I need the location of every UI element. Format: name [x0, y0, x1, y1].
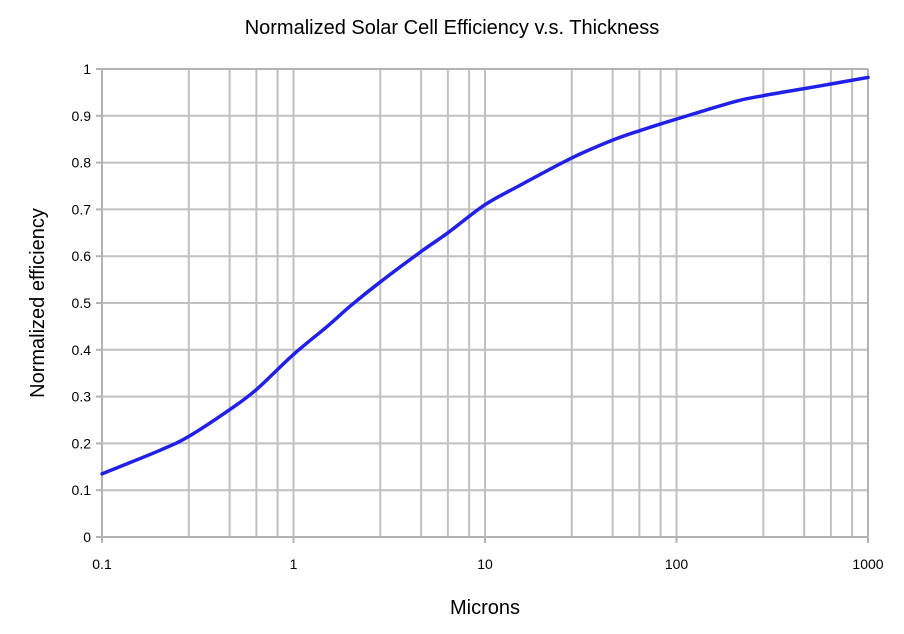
y-tick-label: 0.3 [72, 389, 92, 405]
y-tick-label: 1 [83, 61, 91, 77]
y-tick-label: 0.8 [72, 155, 92, 171]
axes [96, 68, 869, 543]
y-tick-label: 0.7 [72, 201, 92, 217]
y-tick-labels: 0 0.1 0.2 0.3 0.4 0.5 0.6 0.7 0.8 0.9 1 [72, 61, 92, 545]
y-tick-label: 0.9 [72, 108, 92, 124]
x-tick-label: 1000 [852, 556, 883, 572]
y-tick-label: 0.1 [72, 482, 92, 498]
series-layer [100, 75, 870, 476]
y-axis-label: Normalized efficiency [27, 208, 49, 398]
chart-title: Normalized Solar Cell Efficiency v.s. Th… [245, 17, 660, 39]
y-tick-label: 0.4 [72, 342, 92, 358]
y-tick-label: 0 [83, 529, 91, 545]
y-tick-label: 0.6 [72, 248, 92, 264]
series-line [100, 75, 870, 476]
y-tick-label: 0.5 [72, 295, 92, 311]
x-tick-label: 1 [290, 556, 298, 572]
x-tick-labels: 0.1 1 10 100 1000 [92, 556, 884, 572]
y-tick-label: 0.2 [72, 435, 92, 451]
x-tick-label: 10 [477, 556, 493, 572]
x-tick-label: 100 [665, 556, 689, 572]
x-tick-label: 0.1 [92, 556, 112, 572]
x-axis-label: Microns [450, 597, 520, 619]
